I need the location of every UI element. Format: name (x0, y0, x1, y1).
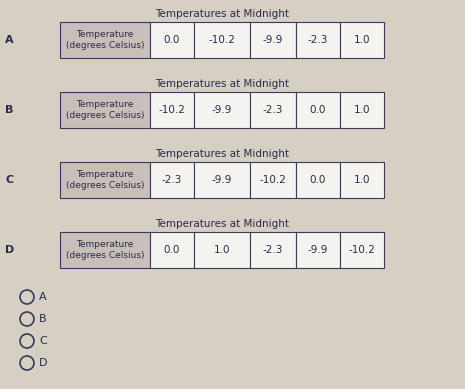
Text: 0.0: 0.0 (310, 105, 326, 115)
Text: Temperature
(degrees Celsius): Temperature (degrees Celsius) (66, 240, 144, 260)
Bar (194, 232, 250, 268)
Bar (340, 232, 384, 268)
Text: 0.0: 0.0 (164, 35, 180, 45)
Bar (60, 162, 150, 198)
Bar (340, 162, 384, 198)
Bar (194, 162, 250, 198)
Bar (250, 92, 296, 128)
Bar (250, 162, 296, 198)
Text: -9.9: -9.9 (263, 35, 283, 45)
Bar (150, 162, 194, 198)
Text: -10.2: -10.2 (159, 105, 186, 115)
Text: Temperature
(degrees Celsius): Temperature (degrees Celsius) (66, 170, 144, 190)
Bar (250, 232, 296, 268)
Text: B: B (5, 105, 13, 115)
Text: -9.9: -9.9 (308, 245, 328, 255)
Bar (60, 232, 150, 268)
Bar (296, 232, 340, 268)
Text: Temperatures at Midnight: Temperatures at Midnight (155, 149, 289, 159)
Bar (340, 92, 384, 128)
Text: C: C (39, 336, 47, 346)
Text: Temperatures at Midnight: Temperatures at Midnight (155, 9, 289, 19)
Text: Temperature
(degrees Celsius): Temperature (degrees Celsius) (66, 30, 144, 50)
Bar (194, 92, 250, 128)
Text: C: C (5, 175, 13, 185)
Text: -2.3: -2.3 (162, 175, 182, 185)
Bar (340, 22, 384, 58)
Text: -2.3: -2.3 (308, 35, 328, 45)
Bar (194, 22, 250, 58)
Text: -9.9: -9.9 (212, 175, 232, 185)
Text: A: A (5, 35, 13, 45)
Bar (296, 162, 340, 198)
Text: -9.9: -9.9 (212, 105, 232, 115)
Bar (296, 92, 340, 128)
Text: Temperature
(degrees Celsius): Temperature (degrees Celsius) (66, 100, 144, 120)
Text: D: D (5, 245, 14, 255)
Text: -10.2: -10.2 (349, 245, 375, 255)
Text: 1.0: 1.0 (214, 245, 230, 255)
Text: Temperatures at Midnight: Temperatures at Midnight (155, 219, 289, 229)
Text: 0.0: 0.0 (164, 245, 180, 255)
Bar (250, 22, 296, 58)
Text: -2.3: -2.3 (263, 105, 283, 115)
Text: 1.0: 1.0 (354, 105, 370, 115)
Text: A: A (39, 292, 46, 302)
Text: 1.0: 1.0 (354, 35, 370, 45)
Bar (150, 22, 194, 58)
Bar (296, 22, 340, 58)
Text: 0.0: 0.0 (310, 175, 326, 185)
Bar (150, 232, 194, 268)
Text: -10.2: -10.2 (259, 175, 286, 185)
Text: -2.3: -2.3 (263, 245, 283, 255)
Bar (150, 92, 194, 128)
Text: -10.2: -10.2 (209, 35, 235, 45)
Text: Temperatures at Midnight: Temperatures at Midnight (155, 79, 289, 89)
Bar (60, 22, 150, 58)
Text: D: D (39, 358, 47, 368)
Text: 1.0: 1.0 (354, 175, 370, 185)
Text: B: B (39, 314, 46, 324)
Bar (60, 92, 150, 128)
